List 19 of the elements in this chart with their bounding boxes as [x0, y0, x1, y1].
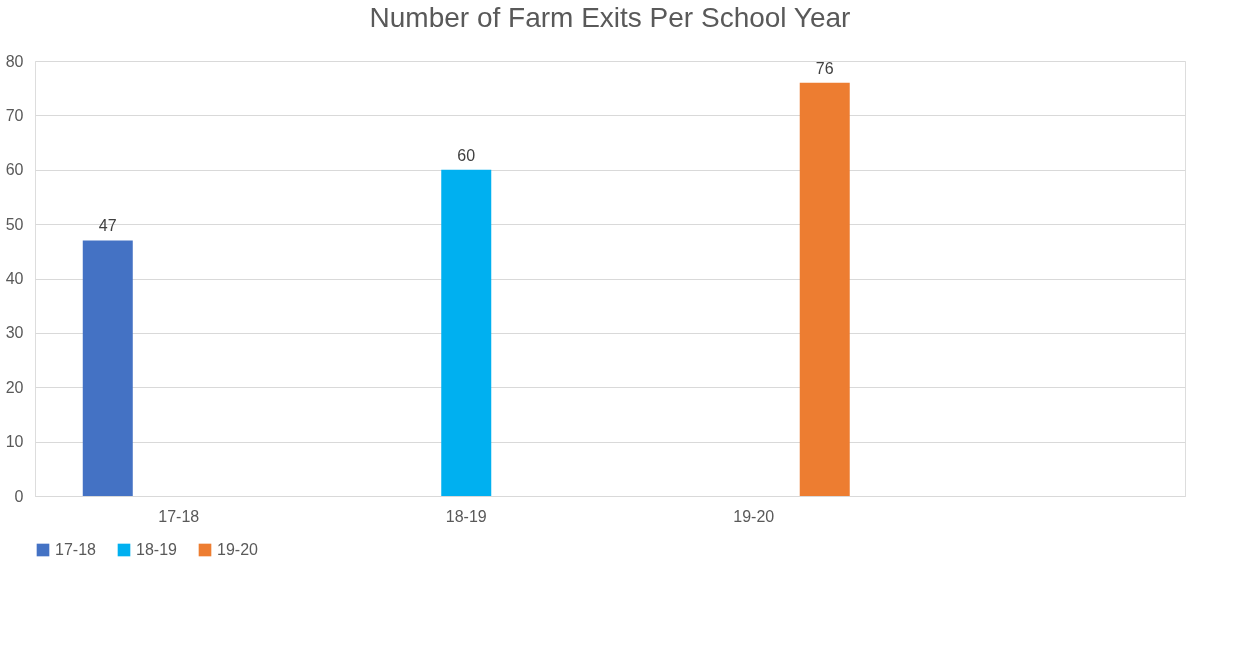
y-tick-label: 70	[5, 106, 24, 124]
y-tick-label: 30	[5, 324, 24, 342]
y-tick-label: 20	[5, 378, 24, 396]
x-tick-label: 18-19	[445, 507, 487, 525]
data-label: 47	[98, 217, 117, 235]
y-tick-label: 40	[5, 270, 24, 287]
legend-label: 18-19	[136, 541, 178, 558]
x-tick-label: 17-18	[158, 507, 200, 525]
legend-label: 17-18	[55, 541, 97, 558]
y-tick-label: 0	[14, 487, 24, 505]
y-tick-label: 80	[5, 52, 24, 70]
x-tick-label: 19-20	[733, 507, 775, 525]
data-label: 60	[457, 146, 476, 164]
chart-title: Number of Farm Exits Per School Year	[369, 2, 851, 33]
data-label: 76	[815, 59, 834, 77]
y-tick-label: 60	[5, 161, 24, 179]
legend-label: 19-20	[217, 541, 259, 558]
y-tick-label: 10	[5, 433, 24, 451]
y-tick-label: 50	[5, 215, 24, 233]
